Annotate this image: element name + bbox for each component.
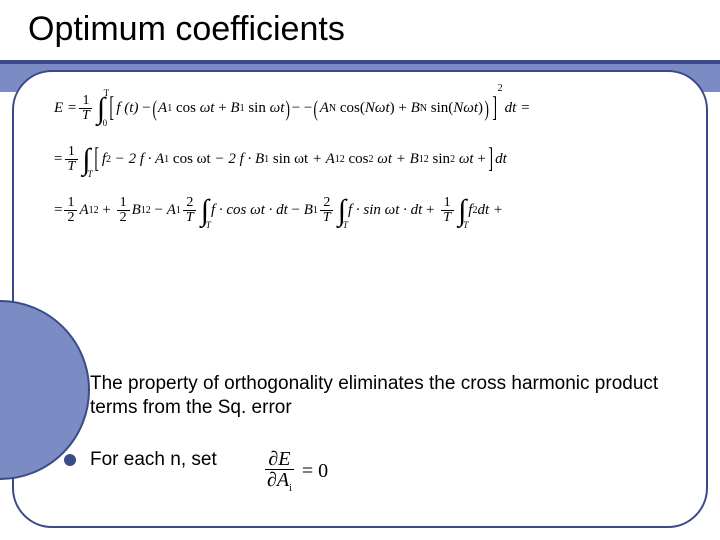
integral-icon: ∫T bbox=[338, 199, 346, 223]
integral-icon: ∫T bbox=[458, 199, 466, 223]
slide: Optimum coefficients E = 1 T T ∫ 0 [ f (… bbox=[0, 0, 720, 540]
eq1-ft: f (t) bbox=[116, 100, 138, 117]
equation-line-1: E = 1 T T ∫ 0 [ f (t) − ( A1 cos ωt + bbox=[54, 94, 676, 123]
integral-icon: ∫T bbox=[82, 148, 90, 172]
frac-half: 1 2 bbox=[64, 196, 77, 225]
bullet-item-2: For each n, set ∂E ∂Ai = 0 bbox=[64, 448, 666, 494]
bullet-text-1: The property of orthogonality eliminates… bbox=[90, 372, 666, 420]
equation-line-2: = 1 T ∫T [ f2 − 2 f · A1 cos ωt − 2 f · … bbox=[54, 145, 676, 174]
equation-line-3: = 1 2 A12 + 1 2 B12 − A1 2 T ∫T bbox=[54, 196, 676, 225]
bullet-dot-icon bbox=[64, 454, 76, 466]
bullet-text-2: For each n, set ∂E ∂Ai = 0 bbox=[90, 448, 666, 494]
slide-title: Optimum coefficients bbox=[28, 10, 345, 49]
eq1-lhs: E = bbox=[54, 100, 77, 117]
integral-icon: T ∫ 0 bbox=[97, 97, 105, 121]
bullet-item-1: The property of orthogonality eliminates… bbox=[64, 372, 666, 420]
content-frame: E = 1 T T ∫ 0 [ f (t) − ( A1 cos ωt + bbox=[12, 70, 708, 528]
equations-block: E = 1 T T ∫ 0 [ f (t) − ( A1 cos ωt + bbox=[54, 94, 676, 247]
frac-1-over-T-2: 1 T bbox=[64, 145, 78, 174]
inline-equation: ∂E ∂Ai = 0 bbox=[262, 449, 328, 494]
frac-1-over-T: 1 T bbox=[79, 94, 93, 123]
bullet-list: The property of orthogonality eliminates… bbox=[64, 372, 666, 522]
integral-icon: ∫T bbox=[201, 199, 209, 223]
